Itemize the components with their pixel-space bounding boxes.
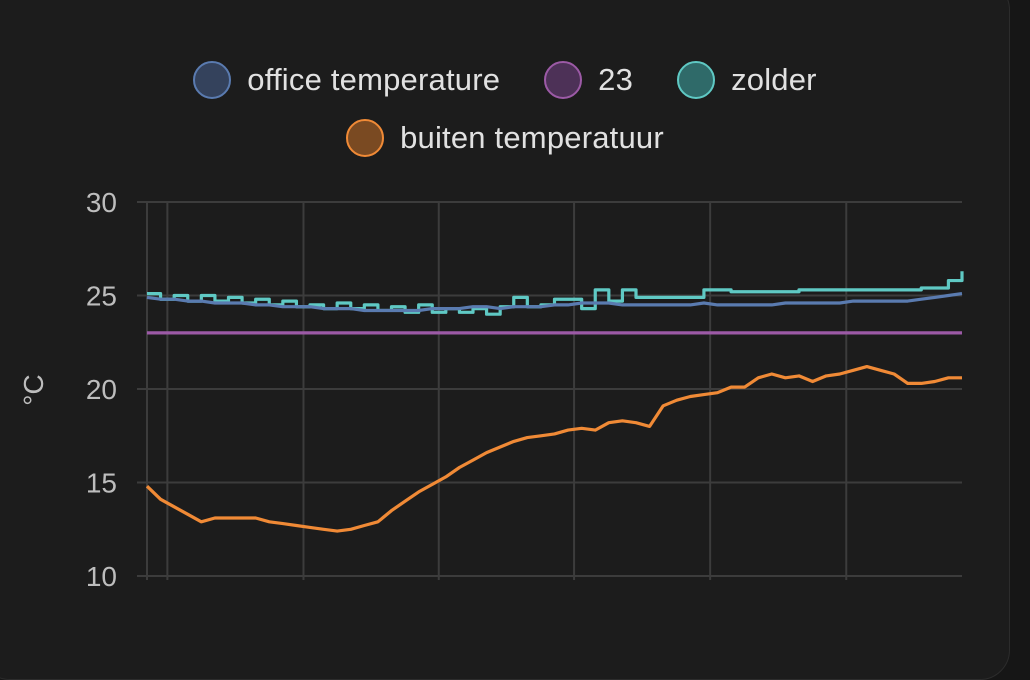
legend-swatch-office-temperature — [193, 61, 232, 99]
y-tick-label-25: 25 — [86, 281, 117, 312]
legend-item-23[interactable]: 23 — [544, 58, 633, 102]
chart-grid — [137, 201, 962, 580]
series-line-office-temperature[interactable] — [146, 292, 963, 313]
series-line-buiten-temperatuur[interactable] — [145, 365, 962, 533]
legend-swatch-zolder — [677, 61, 716, 99]
y-tick-label-15: 15 — [86, 468, 117, 499]
temperature-line-chart: 10 15 20 25 30 °C — [18, 187, 964, 592]
y-tick-label-30: 30 — [86, 187, 117, 218]
chart-legend: office temperature 23 zolder buiten temp… — [0, 58, 1010, 160]
legend-item-buiten-temperatuur[interactable]: buiten temperatuur — [346, 116, 664, 160]
legend-label-office-temperature: office temperature — [247, 62, 501, 97]
y-axis-tick-labels: 10 15 20 25 30 — [86, 187, 117, 592]
legend-label-zolder: zolder — [731, 62, 817, 97]
legend-item-zolder[interactable]: zolder — [677, 58, 817, 102]
legend-row-2: buiten temperatuur — [0, 116, 1010, 160]
y-tick-label-20: 20 — [86, 374, 117, 405]
legend-row-1: office temperature 23 zolder — [0, 58, 1010, 102]
legend-swatch-buiten-temperatuur — [346, 119, 385, 157]
legend-label-23: 23 — [598, 62, 634, 97]
chart-series — [145, 271, 964, 533]
series-line-zolder[interactable] — [147, 271, 964, 316]
legend-item-office-temperature[interactable]: office temperature — [193, 58, 500, 102]
y-axis-label: °C — [18, 374, 49, 405]
y-tick-label-10: 10 — [86, 561, 117, 592]
legend-label-buiten-temperatuur: buiten temperatuur — [400, 120, 664, 155]
legend-swatch-23 — [544, 61, 583, 99]
